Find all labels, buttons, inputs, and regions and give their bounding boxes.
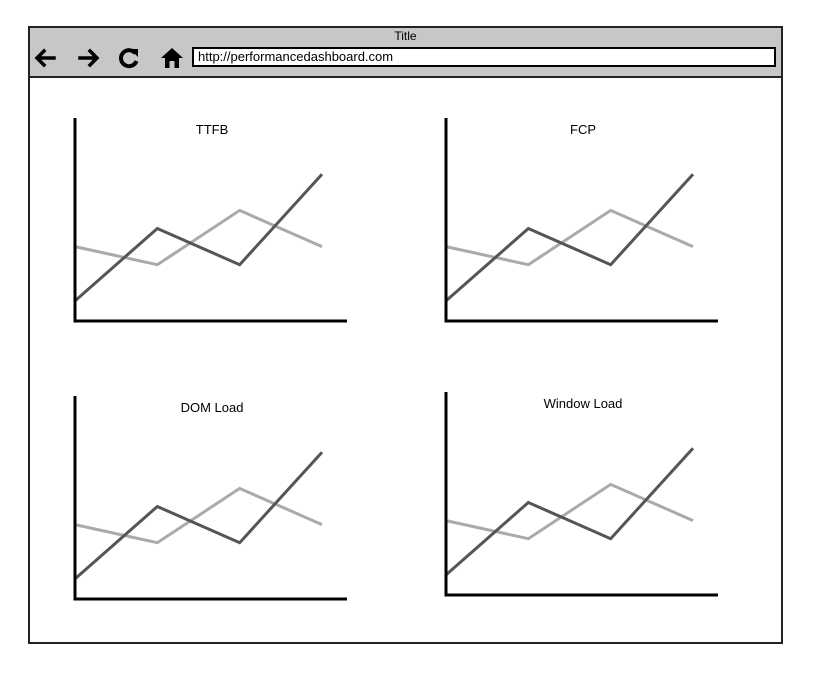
series-line-2: [445, 208, 694, 267]
series-line-1: [445, 173, 695, 303]
reload-button[interactable]: [116, 45, 142, 71]
chart-svg: [444, 118, 718, 323]
series-line-2: [445, 482, 694, 541]
chart-svg: [444, 392, 718, 597]
series-line-2: [74, 486, 323, 545]
home-icon: [161, 48, 183, 68]
chart-svg: [73, 396, 347, 601]
forward-button[interactable]: [76, 45, 102, 71]
chart-ttfb: TTFB: [72, 114, 362, 334]
chart-fcp: FCP: [443, 114, 733, 334]
url-bar[interactable]: http://performancedashboard.com: [192, 47, 776, 67]
series-line-1: [74, 451, 324, 581]
back-button[interactable]: [32, 45, 58, 71]
chart-dom-load: DOM Load: [72, 392, 362, 612]
chart-title: Window Load: [543, 396, 623, 411]
arrow-left-icon: [34, 48, 56, 68]
series-line-1: [445, 447, 695, 577]
chart-title: TTFB: [195, 122, 229, 137]
chart-title: FCP: [570, 122, 596, 137]
arrow-right-icon: [78, 48, 100, 68]
browser-titlebar: Title http://performancedashboard.com: [30, 28, 781, 78]
reload-icon: [119, 48, 139, 69]
chart-window-load: Window Load: [443, 388, 733, 608]
chart-svg: [73, 118, 347, 323]
window-title: Title: [394, 29, 417, 43]
series-line-1: [74, 173, 324, 303]
home-button[interactable]: [159, 45, 185, 71]
chart-title: DOM Load: [180, 400, 244, 415]
series-line-2: [74, 208, 323, 267]
